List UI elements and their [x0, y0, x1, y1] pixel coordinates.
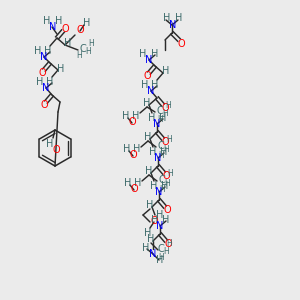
Text: O: O — [150, 216, 158, 226]
Text: H: H — [43, 16, 51, 26]
Text: H: H — [85, 47, 91, 56]
Text: O: O — [40, 100, 48, 110]
Text: H: H — [122, 111, 130, 121]
Text: N: N — [42, 83, 50, 93]
Text: H: H — [88, 38, 94, 47]
Text: H: H — [143, 98, 151, 108]
Text: H: H — [156, 210, 164, 220]
Text: H: H — [150, 181, 158, 191]
Text: H: H — [133, 144, 141, 154]
Text: N: N — [153, 119, 161, 129]
Text: H: H — [141, 80, 149, 90]
Text: O: O — [61, 24, 69, 34]
Text: H: H — [151, 80, 159, 90]
Text: H: H — [64, 38, 72, 48]
Text: O: O — [76, 25, 84, 35]
Text: H: H — [156, 255, 164, 265]
Text: O: O — [38, 68, 46, 78]
Text: O: O — [52, 145, 60, 155]
Text: H: H — [76, 50, 82, 59]
Text: C: C — [158, 244, 164, 254]
Text: H: H — [175, 13, 183, 23]
Text: H: H — [162, 215, 170, 225]
Text: C: C — [80, 44, 86, 54]
Text: H: H — [144, 228, 152, 238]
Text: H: H — [83, 18, 91, 28]
Text: H: H — [163, 248, 169, 256]
Text: O: O — [177, 39, 185, 49]
Text: N: N — [40, 52, 48, 62]
Text: H: H — [139, 49, 147, 59]
Text: O: O — [162, 171, 170, 181]
Text: H: H — [162, 110, 168, 118]
Text: H: H — [167, 169, 173, 178]
Text: N: N — [156, 221, 164, 231]
Text: C: C — [158, 141, 164, 151]
Text: N: N — [149, 249, 157, 259]
Text: N: N — [154, 153, 162, 163]
Text: H: H — [158, 151, 164, 160]
Text: H: H — [151, 49, 159, 59]
Text: H: H — [149, 147, 157, 157]
Text: O: O — [130, 184, 138, 194]
Text: O: O — [163, 205, 171, 215]
Text: H: H — [132, 111, 140, 121]
Text: C: C — [157, 106, 164, 116]
Text: O: O — [129, 150, 137, 160]
Text: N: N — [145, 55, 153, 65]
Text: O: O — [143, 71, 151, 81]
Text: H: H — [159, 184, 165, 194]
Text: N: N — [147, 86, 155, 96]
Text: N: N — [155, 187, 163, 197]
Text: H: H — [162, 66, 170, 76]
Text: H: H — [146, 200, 154, 210]
Text: H: H — [151, 215, 159, 225]
Text: H: H — [44, 46, 52, 56]
Text: O: O — [161, 103, 169, 113]
Text: O: O — [164, 239, 172, 249]
Text: H: H — [164, 178, 170, 188]
Text: H: H — [34, 46, 42, 56]
Text: H: H — [159, 113, 167, 123]
Text: N: N — [169, 20, 177, 30]
Text: H: H — [165, 100, 171, 109]
Text: H: H — [157, 116, 163, 124]
Text: N: N — [49, 22, 57, 32]
Text: H: H — [144, 132, 152, 142]
Text: H: H — [142, 243, 150, 253]
Text: H: H — [145, 166, 153, 176]
Text: H: H — [166, 136, 172, 145]
Text: H: H — [55, 16, 63, 26]
Text: H: H — [57, 64, 65, 74]
Text: H: H — [124, 178, 132, 188]
Text: H: H — [160, 147, 168, 157]
Text: O: O — [161, 137, 169, 147]
Text: H: H — [163, 145, 169, 154]
Text: H: H — [158, 254, 164, 262]
Text: H: H — [46, 77, 54, 87]
Text: C: C — [159, 175, 165, 185]
Text: O: O — [128, 117, 136, 127]
Text: H: H — [161, 181, 169, 191]
Text: H: H — [166, 238, 172, 247]
Text: H: H — [134, 178, 142, 188]
Text: H: H — [36, 77, 44, 87]
Text: H: H — [46, 139, 54, 149]
Text: H: H — [123, 144, 131, 154]
Text: H: H — [147, 234, 155, 244]
Text: H: H — [163, 13, 171, 23]
Text: H: H — [148, 113, 156, 123]
